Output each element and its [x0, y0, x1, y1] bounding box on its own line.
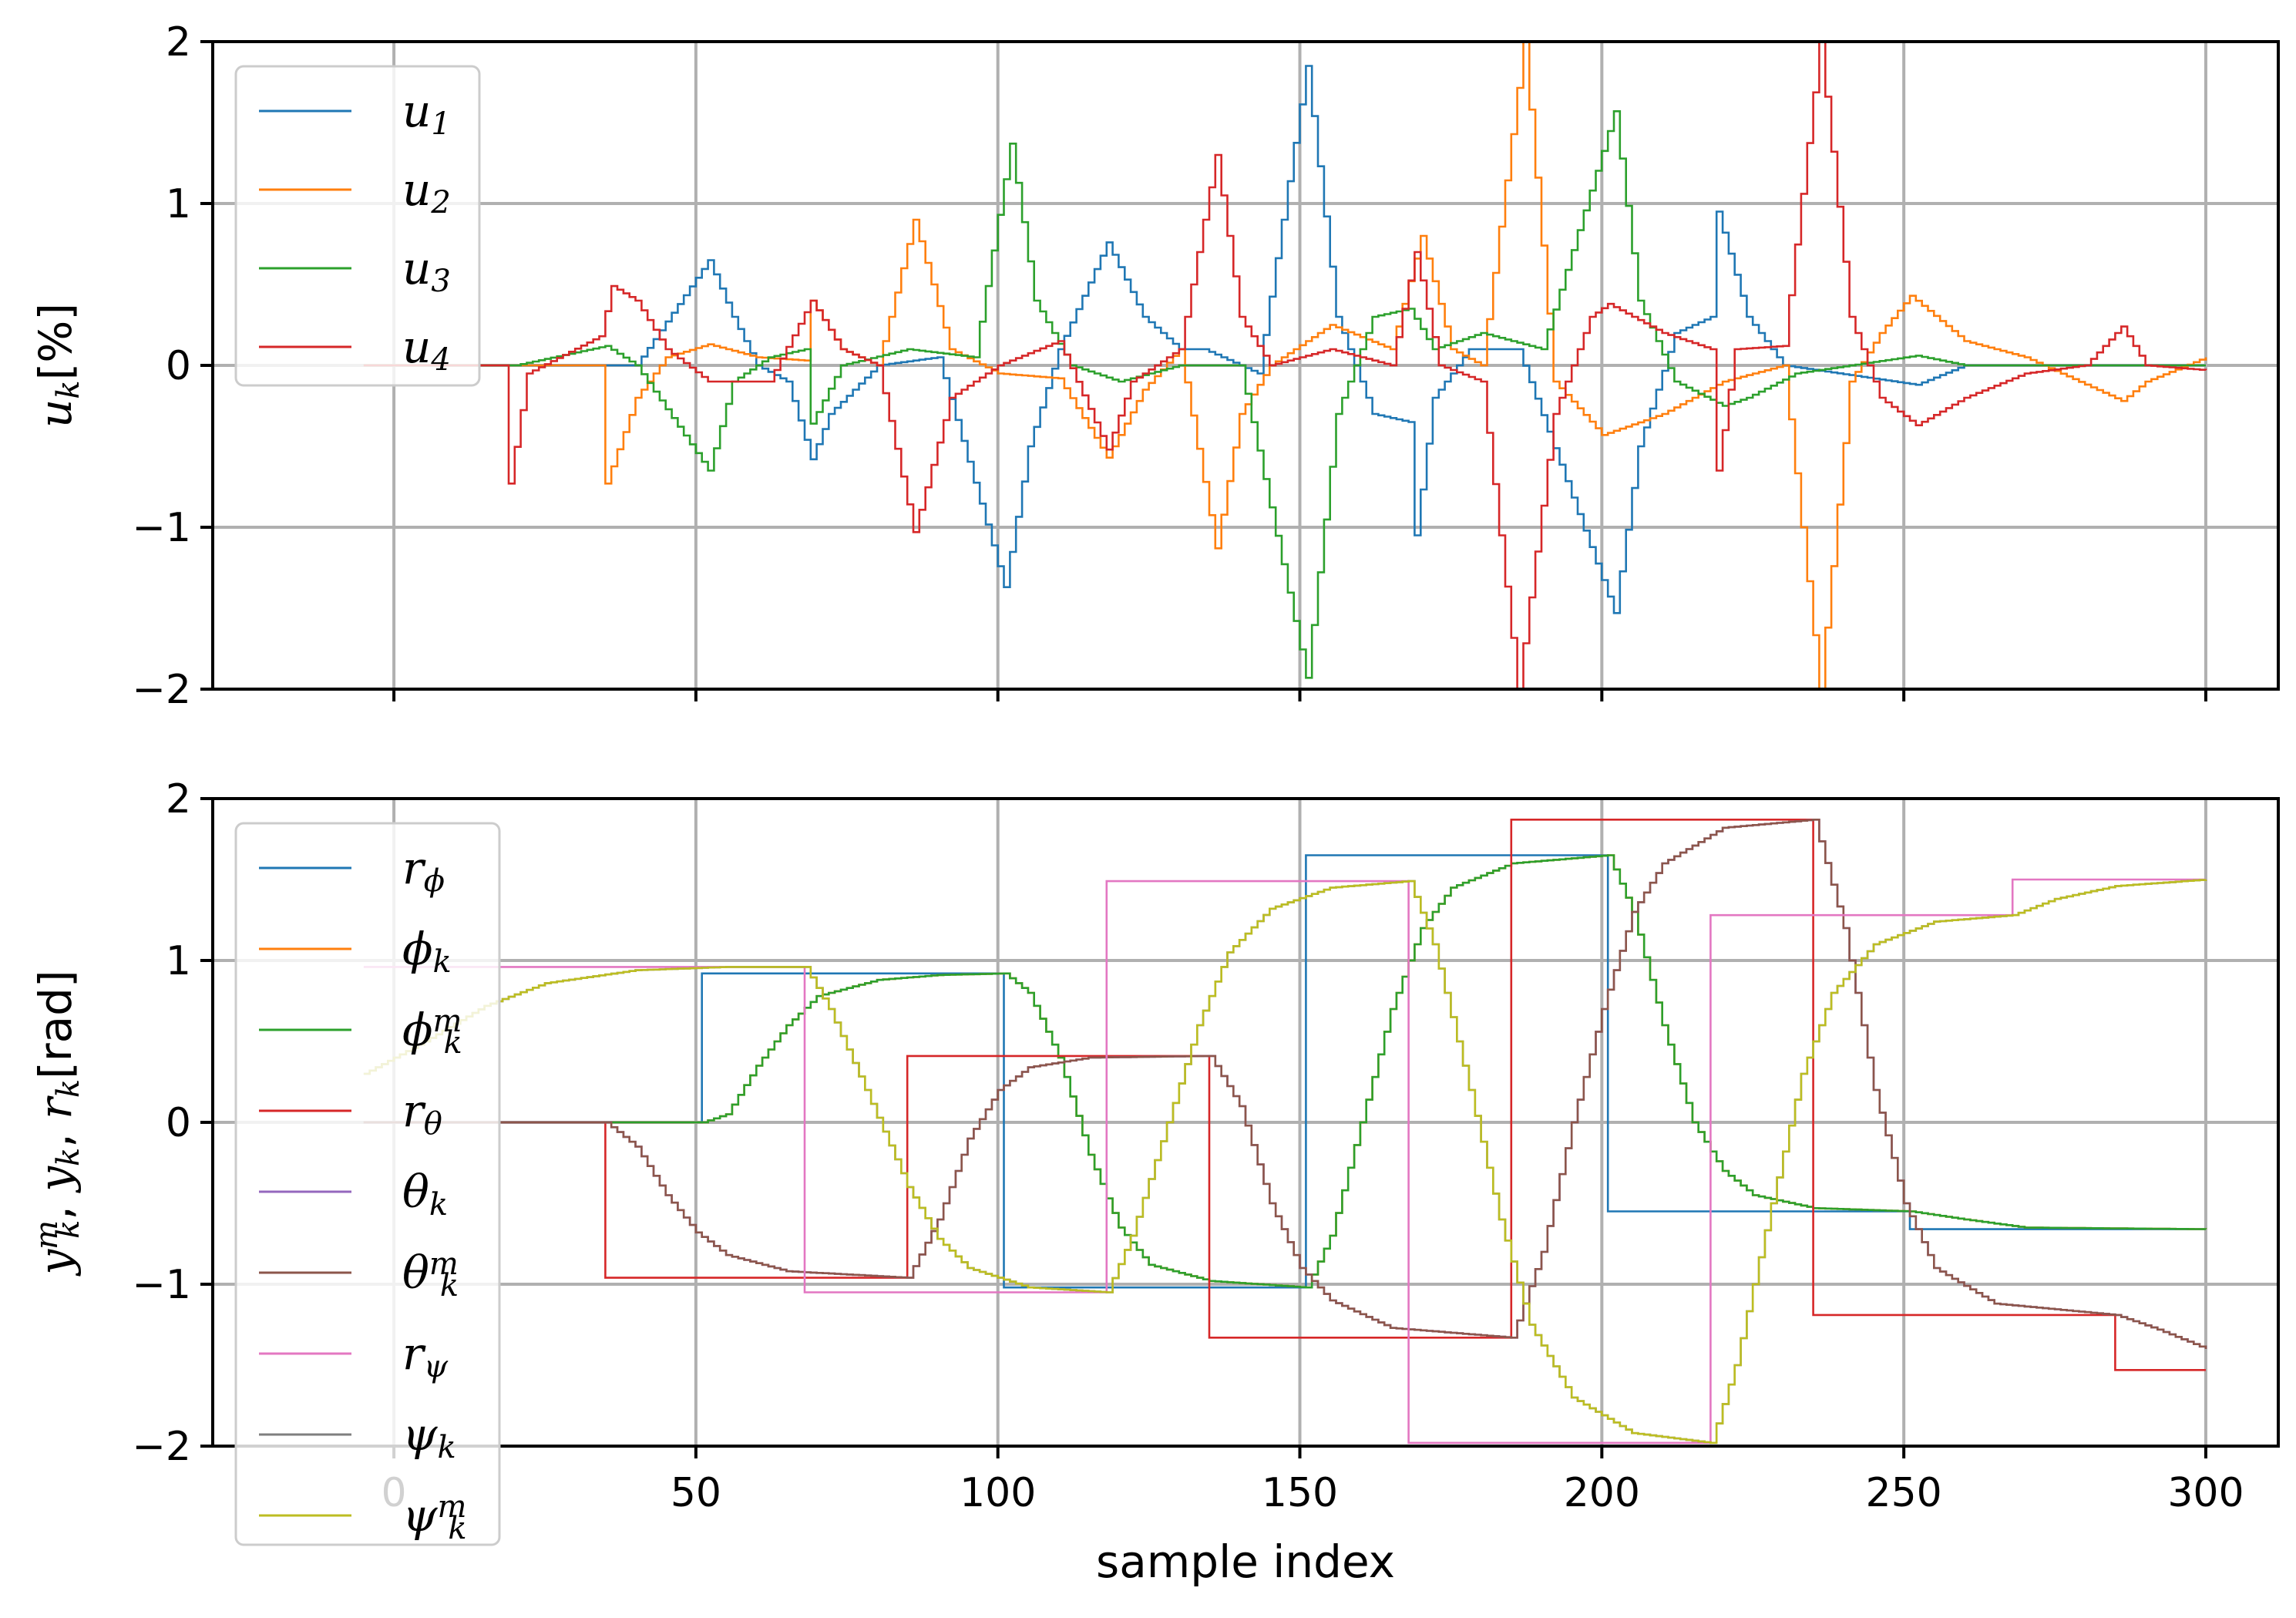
legend-entry: ϕm k [259, 1004, 462, 1061]
legend-label: ψk [402, 1408, 456, 1465]
x-tick-label: 200 [1564, 1470, 1640, 1516]
legend-entry: ψm k [259, 1489, 467, 1546]
legend-box [234, 822, 501, 1546]
top-panel-control-inputs: −2 −1 0 1 2 uk[%] u1 u2 u3 u4 [29, 19, 2280, 713]
series-line-9 [363, 879, 2207, 1445]
legend-entry: θk [259, 1166, 448, 1223]
legend-entry: rϕ [259, 842, 445, 899]
y-tick-label: −2 [132, 667, 191, 713]
x-axis-label: sample index [1096, 1536, 1395, 1588]
series-line-6 [363, 819, 2207, 1349]
legend-label: θk [402, 1166, 448, 1223]
series-line-7 [363, 878, 2206, 1445]
series-line-3 [363, 854, 2207, 1289]
y-tick-label: 1 [166, 181, 191, 227]
legend-entry: u2 [259, 163, 451, 220]
y-tick-label: 2 [166, 776, 191, 822]
x-tick-label: 100 [960, 1470, 1036, 1516]
legend-entry: u4 [259, 321, 451, 378]
y-tick-label: 0 [166, 343, 191, 389]
x-tick-label: 250 [1866, 1470, 1942, 1516]
bottom-y-axis-label: ymk, yk, rk[rad] [29, 970, 86, 1277]
top-ticks: −2 −1 0 1 2 [132, 19, 2207, 713]
top-legend: u1 u2 u3 u4 [234, 65, 481, 387]
legend-box [234, 65, 481, 387]
series-line-4 [363, 819, 2206, 1371]
legend-label: θm k [402, 1246, 459, 1303]
legend-label: u1 [402, 85, 451, 142]
x-tick-label: 300 [2167, 1470, 2244, 1516]
legend-entry: ϕk [259, 923, 452, 980]
legend-label: u4 [402, 321, 451, 378]
y-tick-label: 2 [166, 19, 191, 66]
legend-entry: rθ [259, 1085, 442, 1142]
series-line-5 [363, 819, 2207, 1349]
legend-entry: θm k [259, 1246, 459, 1303]
legend-label: rθ [402, 1085, 442, 1142]
legend-label: ϕk [402, 923, 452, 980]
legend-label: rϕ [402, 842, 445, 899]
legend-entry: u1 [259, 85, 451, 142]
y-tick-label: 1 [166, 938, 191, 984]
series-line-4 [363, 42, 2207, 689]
bottom-legend: rϕ ϕk ϕm k rθ θk θm k rψ ψk ψm k [234, 822, 501, 1546]
x-tick-label: 50 [671, 1470, 721, 1516]
x-tick-label: 150 [1262, 1470, 1338, 1516]
series-line-3 [363, 110, 2206, 679]
series-line-1 [363, 65, 2206, 614]
legend-label: ϕm k [402, 1004, 462, 1061]
y-tick-label: −1 [132, 1262, 191, 1308]
legend-label: rψ [402, 1327, 449, 1384]
legend-entry: ψk [259, 1408, 456, 1465]
legend-entry: rψ [259, 1327, 449, 1384]
legend-label: u3 [402, 242, 451, 299]
series-line-1 [363, 854, 2206, 1289]
y-tick-label: −2 [132, 1424, 191, 1470]
series-line-2 [363, 854, 2207, 1289]
y-tick-label: −1 [132, 505, 191, 551]
legend-entry: u3 [259, 242, 451, 299]
top-series [363, 42, 2207, 689]
legend-label: ψm k [402, 1489, 467, 1546]
y-tick-label: 0 [166, 1100, 191, 1146]
legend-label: u2 [402, 163, 451, 220]
series-line-8 [363, 879, 2207, 1445]
bottom-series [363, 819, 2207, 1445]
top-y-axis-label: uk[%] [29, 303, 86, 428]
